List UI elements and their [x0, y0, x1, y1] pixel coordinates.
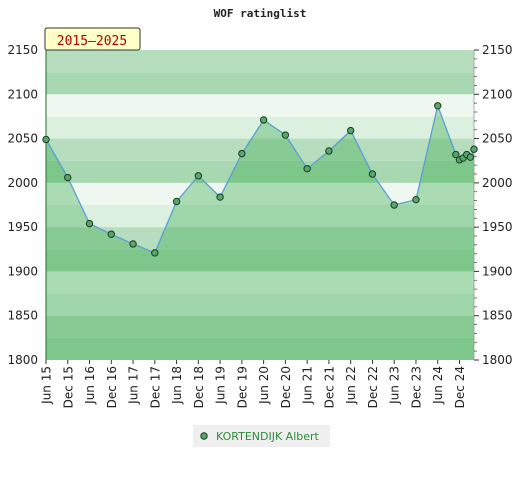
y-tick-label-right: 2050 — [482, 132, 513, 146]
data-point — [216, 193, 224, 201]
background-band — [46, 337, 474, 360]
data-point — [346, 126, 355, 135]
data-point — [303, 164, 311, 173]
x-tick-label: Jun 21 — [301, 366, 315, 405]
x-tick-label: Dec 20 — [279, 366, 293, 408]
data-point — [466, 153, 475, 161]
y-tick-label-left: 1950 — [7, 220, 38, 234]
series-markers — [42, 102, 478, 257]
y-tick-label-left: 2000 — [7, 176, 38, 190]
data-point — [259, 116, 268, 124]
y-tick-label-left: 1850 — [7, 309, 38, 323]
background-band — [46, 315, 474, 338]
x-tick-label: Jun 16 — [83, 366, 97, 405]
x-tick-label: Jun 20 — [257, 366, 271, 405]
x-tick-label: Dec 19 — [235, 366, 249, 408]
y-tick-label-left: 1800 — [7, 353, 38, 367]
x-tick-label: Jun 23 — [388, 366, 402, 405]
data-point — [172, 197, 181, 206]
background-band — [46, 227, 474, 250]
x-tick-label: Dec 21 — [322, 366, 336, 408]
y-tick-label-right: 2150 — [482, 43, 513, 57]
data-point — [325, 147, 333, 155]
data-point — [85, 219, 94, 228]
x-tick-label: Dec 18 — [192, 366, 206, 408]
x-tick-label: Dec 22 — [366, 366, 380, 408]
period-badge: 2015–2025 — [44, 27, 141, 51]
x-tick-label: Jun 15 — [40, 366, 54, 405]
x-tick-label: Jun 19 — [214, 366, 228, 405]
y-tick-label-right: 2100 — [482, 87, 513, 101]
data-point — [129, 240, 137, 248]
data-point — [64, 173, 72, 182]
period-badge-box — [44, 27, 141, 51]
background-band — [46, 94, 474, 117]
period-badge-text: 2015–2025 — [57, 34, 127, 49]
data-point — [434, 102, 442, 110]
y-tick-label-left: 2050 — [7, 132, 38, 146]
legend-label: KORTENDIJK Albert — [216, 430, 320, 443]
y-tick-label-left: 2100 — [7, 87, 38, 101]
data-point — [452, 150, 460, 159]
legend-box — [193, 425, 330, 447]
legend-marker — [200, 432, 208, 440]
data-point — [42, 135, 50, 144]
y-tick-label-left: 2150 — [7, 43, 38, 57]
background-band — [46, 50, 474, 73]
x-tick-label: Jun 17 — [127, 366, 141, 405]
axes: 1800 1800 1850 1850 1900 1900 1950 1950 2000 2000… — [7, 43, 512, 408]
legend: KORTENDIJK Albert — [193, 425, 330, 447]
background-band — [46, 271, 474, 294]
y-tick-label-right: 1800 — [482, 353, 513, 367]
background-band — [46, 116, 474, 139]
x-tick-label: Dec 24 — [453, 366, 467, 408]
data-point — [281, 131, 290, 139]
background-band — [46, 293, 474, 316]
x-tick-label: Jun 24 — [431, 366, 445, 405]
background-band — [46, 205, 474, 228]
data-point — [412, 195, 420, 204]
background-band — [46, 182, 474, 205]
data-point — [390, 201, 398, 209]
data-point — [107, 230, 115, 238]
x-tick-label: Jun 18 — [170, 366, 184, 405]
y-tick-label-left: 1900 — [7, 264, 38, 278]
data-point — [151, 249, 159, 257]
x-tick-label: Dec 15 — [61, 366, 75, 408]
x-tick-label: Jun 22 — [344, 366, 358, 405]
background-bands — [46, 50, 474, 360]
background-band — [46, 72, 474, 95]
data-point — [238, 149, 246, 158]
y-tick-label-right: 1850 — [482, 309, 513, 323]
background-band — [46, 138, 474, 161]
x-tick-label: Dec 23 — [409, 366, 423, 408]
x-tick-label: Dec 16 — [105, 366, 119, 408]
series-area — [46, 105, 474, 360]
chart-title: WOF ratinglist — [214, 7, 307, 20]
y-tick-label-right: 2000 — [482, 176, 513, 190]
data-point — [194, 172, 203, 180]
y-tick-label-right: 1950 — [482, 220, 513, 234]
background-band — [46, 160, 474, 183]
x-tick-label: Dec 17 — [148, 366, 162, 408]
y-tick-label-right: 1900 — [482, 264, 513, 278]
data-point — [368, 170, 377, 178]
data-point — [470, 145, 478, 153]
